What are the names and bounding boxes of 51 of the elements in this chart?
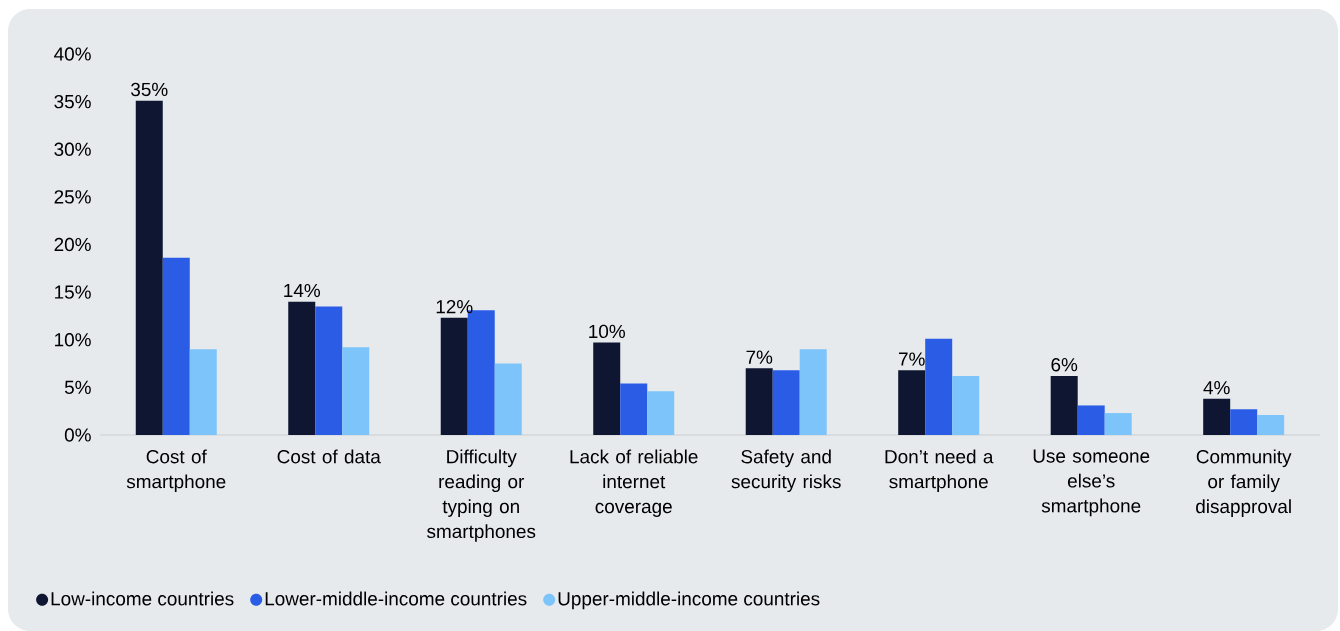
bar	[494, 363, 522, 435]
bar	[745, 368, 773, 435]
data-label: 7%	[899, 352, 925, 366]
data-label: 4%	[1203, 381, 1230, 395]
bar	[189, 349, 217, 435]
x-tick-label: Lack of reliable internet coverage	[570, 449, 698, 517]
bar	[593, 342, 621, 435]
bar	[925, 338, 953, 435]
x-tick-label: Cost of smartphone	[126, 449, 226, 493]
bar	[799, 349, 827, 435]
x-tick-label: Cost of data	[277, 449, 381, 464]
legend-label: Upper-middle-income countries	[558, 591, 820, 610]
x-tick-label: Safety and security risks	[731, 449, 841, 493]
y-tick-label: 35%	[54, 94, 91, 109]
bar	[342, 347, 370, 435]
bar	[440, 317, 468, 435]
bar	[1050, 375, 1078, 435]
bar	[315, 306, 343, 435]
bar	[620, 383, 648, 435]
bar	[288, 301, 316, 435]
data-label: 14%	[284, 283, 321, 298]
y-tick-label: 10%	[55, 333, 91, 347]
legend-label: Low-income countries	[51, 591, 234, 606]
bar	[1230, 409, 1258, 435]
y-tick-label: 40%	[54, 47, 91, 61]
bar	[772, 370, 800, 435]
data-label: 7%	[746, 350, 773, 364]
bar	[1203, 398, 1231, 435]
bar	[1077, 405, 1105, 435]
bar	[1257, 414, 1285, 435]
data-label: 6%	[1051, 358, 1078, 372]
x-tick-label: Don’t need a smartphone	[885, 449, 994, 493]
x-tick-label: Use someone else’s smartphone	[1033, 449, 1150, 517]
y-tick-label: 15%	[55, 285, 91, 299]
x-tick-label: Community or family disapproval	[1196, 449, 1292, 517]
legend-label: Lower-middle-income countries	[265, 591, 527, 606]
y-tick-label: 0%	[64, 428, 91, 442]
y-tick-label: 5%	[64, 380, 91, 395]
x-tick-label: Difficulty reading or typing on smartphones	[427, 449, 536, 542]
data-label: 10%	[589, 324, 625, 339]
bar	[898, 370, 926, 435]
bar	[952, 375, 980, 435]
bar	[135, 100, 163, 435]
y-tick-label: 20%	[54, 237, 91, 252]
y-tick-label: 25%	[54, 190, 91, 204]
bar	[162, 257, 190, 435]
y-tick-label: 30%	[54, 142, 91, 156]
bar	[647, 391, 675, 435]
bar	[1104, 413, 1132, 435]
data-label: 12%	[436, 299, 473, 314]
data-label: 35%	[131, 82, 168, 97]
